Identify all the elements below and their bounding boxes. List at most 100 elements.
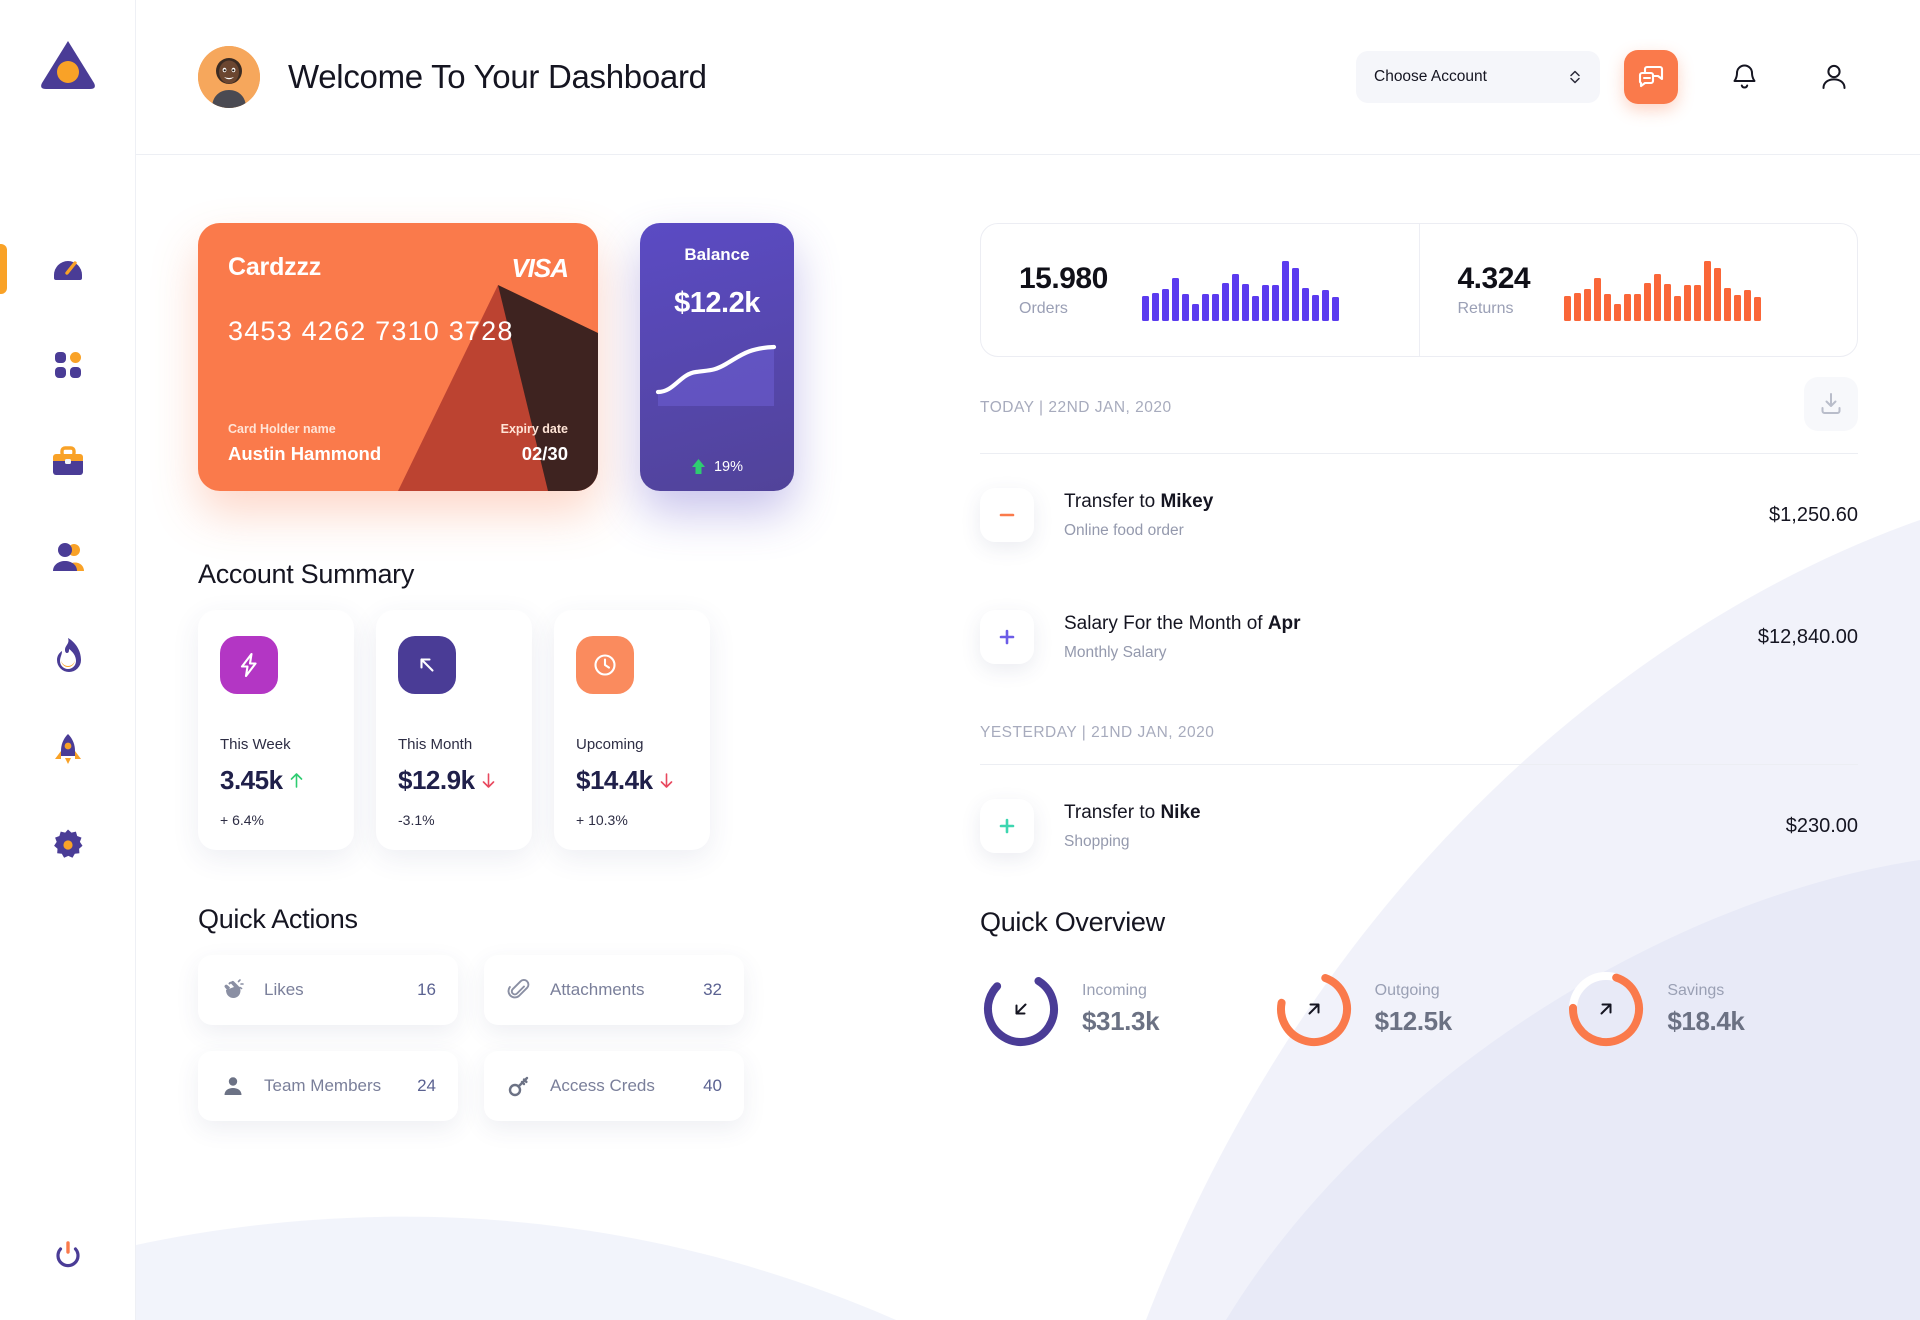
account-select[interactable]: Choose Account	[1356, 51, 1600, 103]
users-icon	[52, 543, 84, 571]
arrow-up-left-icon	[420, 658, 434, 672]
sidebar-item-settings[interactable]	[0, 824, 135, 866]
quick-action-team-members[interactable]: Team Members 24	[198, 1051, 458, 1121]
quick-action-attachments[interactable]: Attachments 32	[484, 955, 744, 1025]
credit-card[interactable]: Cardzzz VISA 3453 4262 7310 3728 Card Ho…	[198, 223, 598, 491]
overview-label: Outgoing	[1374, 981, 1440, 999]
paperclip-icon	[506, 977, 532, 1003]
cards-row: Cardzzz VISA 3453 4262 7310 3728 Card Ho…	[198, 223, 870, 491]
quick-action-count: 40	[703, 1076, 722, 1095]
bar	[1564, 296, 1572, 321]
card-expiry-label: Expiry date	[500, 422, 568, 436]
summary-label: This Month	[398, 736, 473, 753]
bar	[1231, 273, 1239, 321]
bar	[1694, 285, 1702, 321]
power-icon	[55, 1241, 80, 1268]
grid-apps-icon	[54, 352, 81, 378]
bar	[1684, 285, 1692, 321]
power-button[interactable]	[48, 1235, 88, 1280]
overview-item-incoming[interactable]: Incoming $31.3k	[980, 968, 1273, 1050]
content-area: Cardzzz VISA 3453 4262 7310 3728 Card Ho…	[136, 155, 1920, 1320]
bar	[1271, 285, 1279, 321]
download-button[interactable]	[1804, 377, 1858, 431]
returns-value: 4.324	[1457, 262, 1531, 295]
summary-pct: + 6.4%	[220, 812, 264, 828]
transaction-badge	[980, 799, 1034, 853]
bar	[1261, 285, 1269, 321]
sidebar-item-apps[interactable]	[0, 344, 135, 386]
sidebar-item-briefcase[interactable]	[0, 440, 135, 482]
overview-label: Savings	[1667, 981, 1725, 999]
quick-action-count: 24	[417, 1076, 436, 1095]
bar	[1714, 267, 1722, 321]
rocket-icon	[54, 734, 81, 764]
sidebar-item-rocket[interactable]	[0, 728, 135, 770]
savings-donut-chart	[1565, 968, 1647, 1050]
bar	[1604, 293, 1612, 321]
app-logo[interactable]	[35, 32, 101, 98]
bar	[1181, 293, 1189, 321]
sidebar-item-trending[interactable]	[0, 632, 135, 674]
balance-card[interactable]: Balance $12.2k 19%	[640, 223, 794, 491]
arrow-down-left-icon	[980, 968, 1062, 1050]
bar	[1594, 277, 1602, 321]
flame-icon	[56, 638, 81, 672]
transaction-row[interactable]: Transfer to Nike Shopping $230.00	[980, 765, 1858, 887]
overview-value: $18.4k	[1667, 1005, 1745, 1036]
overview-item-savings[interactable]: Savings $18.4k	[1565, 968, 1858, 1050]
incoming-donut-chart	[980, 968, 1062, 1050]
bar	[1724, 287, 1732, 321]
transaction-row[interactable]: Transfer to Mikey Online food order $1,2…	[980, 454, 1858, 576]
summary-card-upcoming[interactable]: Upcoming $14.4k + 10.3%	[554, 610, 710, 850]
sidebar-item-users[interactable]	[0, 536, 135, 578]
chevron-updown-icon	[1570, 70, 1580, 84]
transaction-badge	[980, 488, 1034, 542]
balance-delta-value: 19%	[713, 458, 744, 475]
chat-button[interactable]	[1624, 50, 1678, 104]
sidebar-item-dashboard[interactable]	[0, 244, 135, 294]
overview-item-outgoing[interactable]: Outgoing $12.5k	[1273, 968, 1566, 1050]
summary-card-this-week[interactable]: This Week 3.45k + 6.4%	[198, 610, 354, 850]
transaction-row[interactable]: Salary For the Month of Apr Monthly Sala…	[980, 576, 1858, 698]
orders-label: Orders	[1019, 300, 1068, 317]
bar	[1754, 297, 1762, 321]
bar	[1201, 293, 1209, 321]
quick-action-label: Attachments	[550, 980, 645, 999]
card-number: 3453 4262 7310 3728	[228, 316, 514, 346]
bar	[1281, 261, 1289, 321]
bar	[1584, 288, 1592, 321]
bar	[1211, 293, 1219, 321]
quick-action-likes[interactable]: Likes 16	[198, 955, 458, 1025]
plus-icon	[999, 818, 1015, 834]
account-select-label: Choose Account	[1374, 68, 1487, 85]
card-holder-name: Austin Hammond	[228, 443, 382, 464]
quick-action-access-creds[interactable]: Access Creds 40	[484, 1051, 744, 1121]
quick-action-count: 32	[703, 980, 722, 999]
card-brand: Cardzzz	[228, 253, 322, 281]
summary-value: $14.4k	[576, 765, 653, 795]
transaction-amount: $1,250.60	[1769, 503, 1858, 526]
quick-overview-row: Incoming $31.3k	[980, 968, 1858, 1050]
clock-icon-wrap	[576, 636, 634, 694]
profile-button[interactable]	[1810, 53, 1858, 101]
lightning-bolt-icon-wrap	[220, 636, 278, 694]
app-logo-icon	[40, 41, 95, 89]
trend-down-icon	[482, 773, 494, 788]
summary-card-this-month[interactable]: This Month $12.9k -3.1%	[376, 610, 532, 850]
outgoing-donut-chart	[1273, 968, 1355, 1050]
bar	[1634, 293, 1642, 321]
bar	[1704, 261, 1712, 321]
bar	[1301, 287, 1309, 321]
summary-label: Upcoming	[576, 736, 644, 753]
user-icon	[1822, 64, 1846, 89]
stat-orders: 15.980 Orders	[981, 224, 1419, 356]
bar	[1614, 303, 1622, 321]
user-avatar[interactable]	[198, 46, 260, 108]
notifications-button[interactable]	[1720, 53, 1768, 101]
arrow-up-left-icon-wrap	[398, 636, 456, 694]
sidebar	[0, 0, 136, 1320]
download-icon	[1821, 393, 1841, 414]
minus-icon	[999, 513, 1015, 517]
transactions-group-today-header: TODAY | 22ND JAN, 2020	[980, 377, 1858, 431]
